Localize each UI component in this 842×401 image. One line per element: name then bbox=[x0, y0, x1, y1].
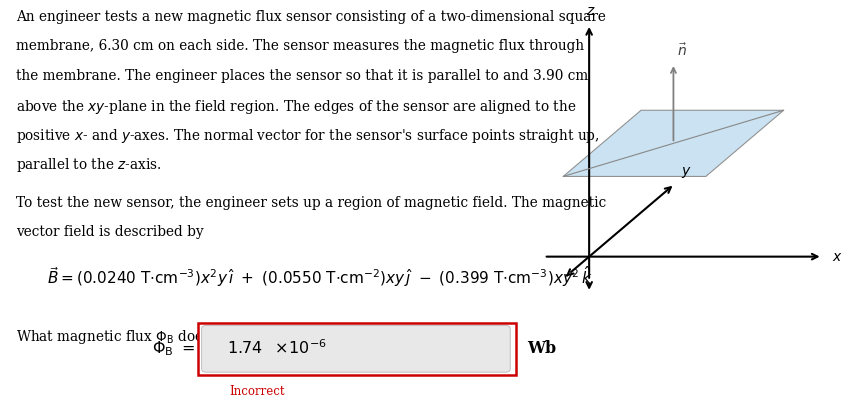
Text: positive $x$- and $y$-axes. The normal vector for the sensor's surface points st: positive $x$- and $y$-axes. The normal v… bbox=[16, 127, 600, 145]
Text: Wb: Wb bbox=[527, 340, 556, 357]
Polygon shape bbox=[563, 110, 784, 176]
Text: $z$: $z$ bbox=[586, 4, 595, 18]
Text: $x$: $x$ bbox=[832, 250, 842, 263]
Text: $y$: $y$ bbox=[681, 165, 692, 180]
Text: Incorrect: Incorrect bbox=[229, 385, 285, 398]
Text: above the $xy$-plane in the field region. The edges of the sensor are aligned to: above the $xy$-plane in the field region… bbox=[16, 98, 577, 116]
Text: What magnetic flux $\Phi_{\mathrm{B}}$ does the sensor measure?: What magnetic flux $\Phi_{\mathrm{B}}$ d… bbox=[16, 328, 359, 346]
Bar bbox=[198, 323, 516, 375]
Text: $\vec{B} = \left(0.0240\ \mathrm{T{\cdot}cm^{-3}}\right) x^2y\,\hat{\imath}\ +\ : $\vec{B} = \left(0.0240\ \mathrm{T{\cdot… bbox=[46, 264, 593, 289]
Text: the membrane. The engineer places the sensor so that it is parallel to and 3.90 : the membrane. The engineer places the se… bbox=[16, 69, 589, 83]
Text: $\Phi_{\mathrm{B}}\ =$: $\Phi_{\mathrm{B}}\ =$ bbox=[152, 340, 195, 358]
Text: vector field is described by: vector field is described by bbox=[16, 225, 204, 239]
Text: parallel to the $z$-axis.: parallel to the $z$-axis. bbox=[16, 156, 162, 174]
Text: An engineer tests a new magnetic flux sensor consisting of a two-dimensional squ: An engineer tests a new magnetic flux se… bbox=[16, 10, 606, 24]
Text: To test the new sensor, the engineer sets up a region of magnetic field. The mag: To test the new sensor, the engineer set… bbox=[16, 196, 606, 210]
Text: $\vec{n}$: $\vec{n}$ bbox=[677, 43, 687, 59]
Text: $1.74\ \ \times\!10^{-6}$: $1.74\ \ \times\!10^{-6}$ bbox=[226, 340, 327, 358]
Text: membrane, 6.30 cm on each side. The sensor measures the magnetic flux through: membrane, 6.30 cm on each side. The sens… bbox=[16, 39, 584, 53]
FancyBboxPatch shape bbox=[202, 326, 510, 372]
